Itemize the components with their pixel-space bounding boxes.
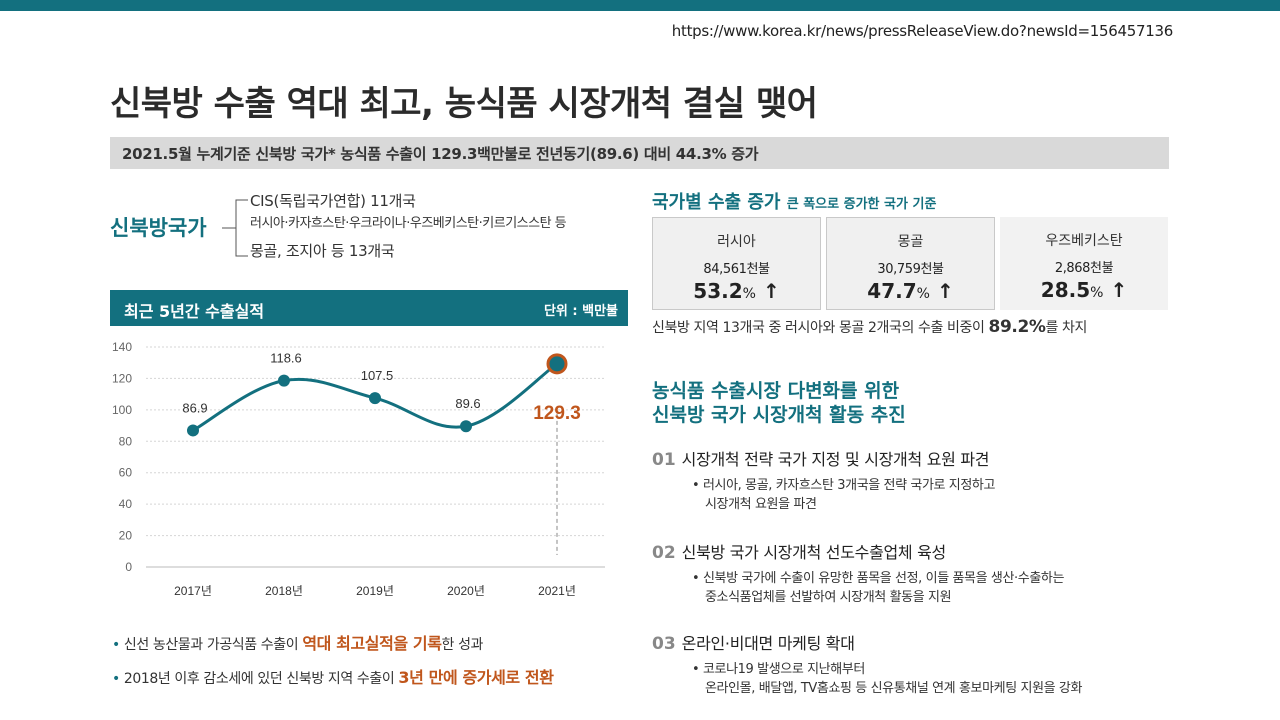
up-arrow-icon: ↑ [1110,278,1128,302]
y-tick-label: 0 [125,560,132,574]
y-tick-label: 40 [119,497,133,511]
data-label: 86.9 [182,400,207,415]
data-label-highlight: 129.3 [533,403,581,424]
data-label: 118.6 [270,351,302,366]
data-point [187,424,199,437]
y-tick-label: 140 [112,340,132,354]
nations-cis: CIS(독립국가연합) 11개국 [250,192,416,210]
summary-banner: 2021.5월 누계기준 신북방 국가* 농식품 수출이 129.3백만불로 전… [110,137,1169,169]
x-tick-label: 2017년 [174,584,212,598]
up-arrow-icon: ↑ [936,279,954,303]
nations-others: 몽골, 조지아 등 13개국 [250,242,395,260]
y-tick-label: 60 [119,466,133,480]
y-tick-label: 80 [119,434,133,448]
source-url[interactable]: https://www.korea.kr/news/pressReleaseVi… [671,22,1174,40]
x-tick-label: 2018년 [265,584,303,598]
chart-header: 최근 5년간 수출실적 단위 : 백만불 [110,290,628,326]
country-box-uzbekistan: 우즈베키스탄 2,868천불 28.5% ↑ [1000,217,1168,310]
activity-item-03: 03 온라인·비대면 마케팅 확대 • 코로나19 발생으로 지난해부터 온라인몰,… [652,634,1083,696]
y-tick-label: 120 [112,371,132,385]
export-line-chart: 0 20 40 60 80 100 120 140 2017년 2018년 2019년 2020년 20… [112,340,605,598]
chart-title: 최근 5년간 수출실적 [124,302,265,321]
country-increase-subtitle: 큰 폭으로 증가한 국가 기준 [786,197,937,212]
x-tick-label: 2020년 [447,584,485,598]
bullet-item: • 신선 농산물과 가공식품 수출이 역대 최고실적을 기록한 성과 [112,634,484,653]
activity-item-02: 02 신북방 국가 시장개척 선도수출업체 육성 • 신북방 국가에 수출이 유망… [652,543,1065,605]
data-point [369,392,381,405]
share-note: 신북방 지역 13개국 중 러시아와 몽골 2개국의 수출 비중이 89.2%를… [652,317,1088,337]
activity-item-01: 01 시장개척 전략 국가 지정 및 시장개척 요원 파견 • 러시아, 몽골, … [652,450,996,512]
nations-cis-list: 러시아·카자흐스탄·우크라이나·우즈베키스탄·키르기스스탄 등 [250,216,567,231]
y-tick-label: 100 [112,403,132,417]
x-tick-label: 2021년 [538,584,576,598]
bullet-dot: • [112,637,120,653]
bullet-item: • 2018년 이후 감소세에 있던 신북방 지역 수출이 3년 만에 증가세로 … [112,668,554,687]
x-tick-label: 2019년 [356,584,394,598]
y-tick-label: 20 [119,529,133,543]
country-box-mongolia: 몽골 30,759천불 47.7% ↑ [826,217,995,310]
bracket-connector [222,199,248,257]
up-arrow-icon: ↑ [762,279,780,303]
country-boxes: 러시아 84,561천불 53.2% ↑ 몽골 30,759천불 47.7% ↑… [652,217,1168,310]
chart-unit: 단위 : 백만불 [543,304,618,319]
data-label: 89.6 [455,396,480,411]
diversification-title: 농식품 수출시장 다변화를 위한 신북방 국가 시장개척 활동 추진 [652,380,906,426]
chart-bullets: • 신선 농산물과 가공식품 수출이 역대 최고실적을 기록한 성과 • 2018년… [112,630,554,698]
data-point-highlight [546,353,568,375]
country-box-russia: 러시아 84,561천불 53.2% ↑ [652,217,821,310]
nations-label: 신북방국가 [110,216,207,240]
page-title: 신북방 수출 역대 최고, 농식품 시장개척 결실 맺어 [110,84,818,124]
data-point [278,374,290,387]
data-point [460,420,472,433]
country-increase-title: 국가별 수출 증가 큰 폭으로 증가한 국가 기준 [652,192,937,213]
top-accent-bar [0,0,1280,11]
data-label: 107.5 [361,368,394,383]
bullet-dot: • [112,671,120,687]
